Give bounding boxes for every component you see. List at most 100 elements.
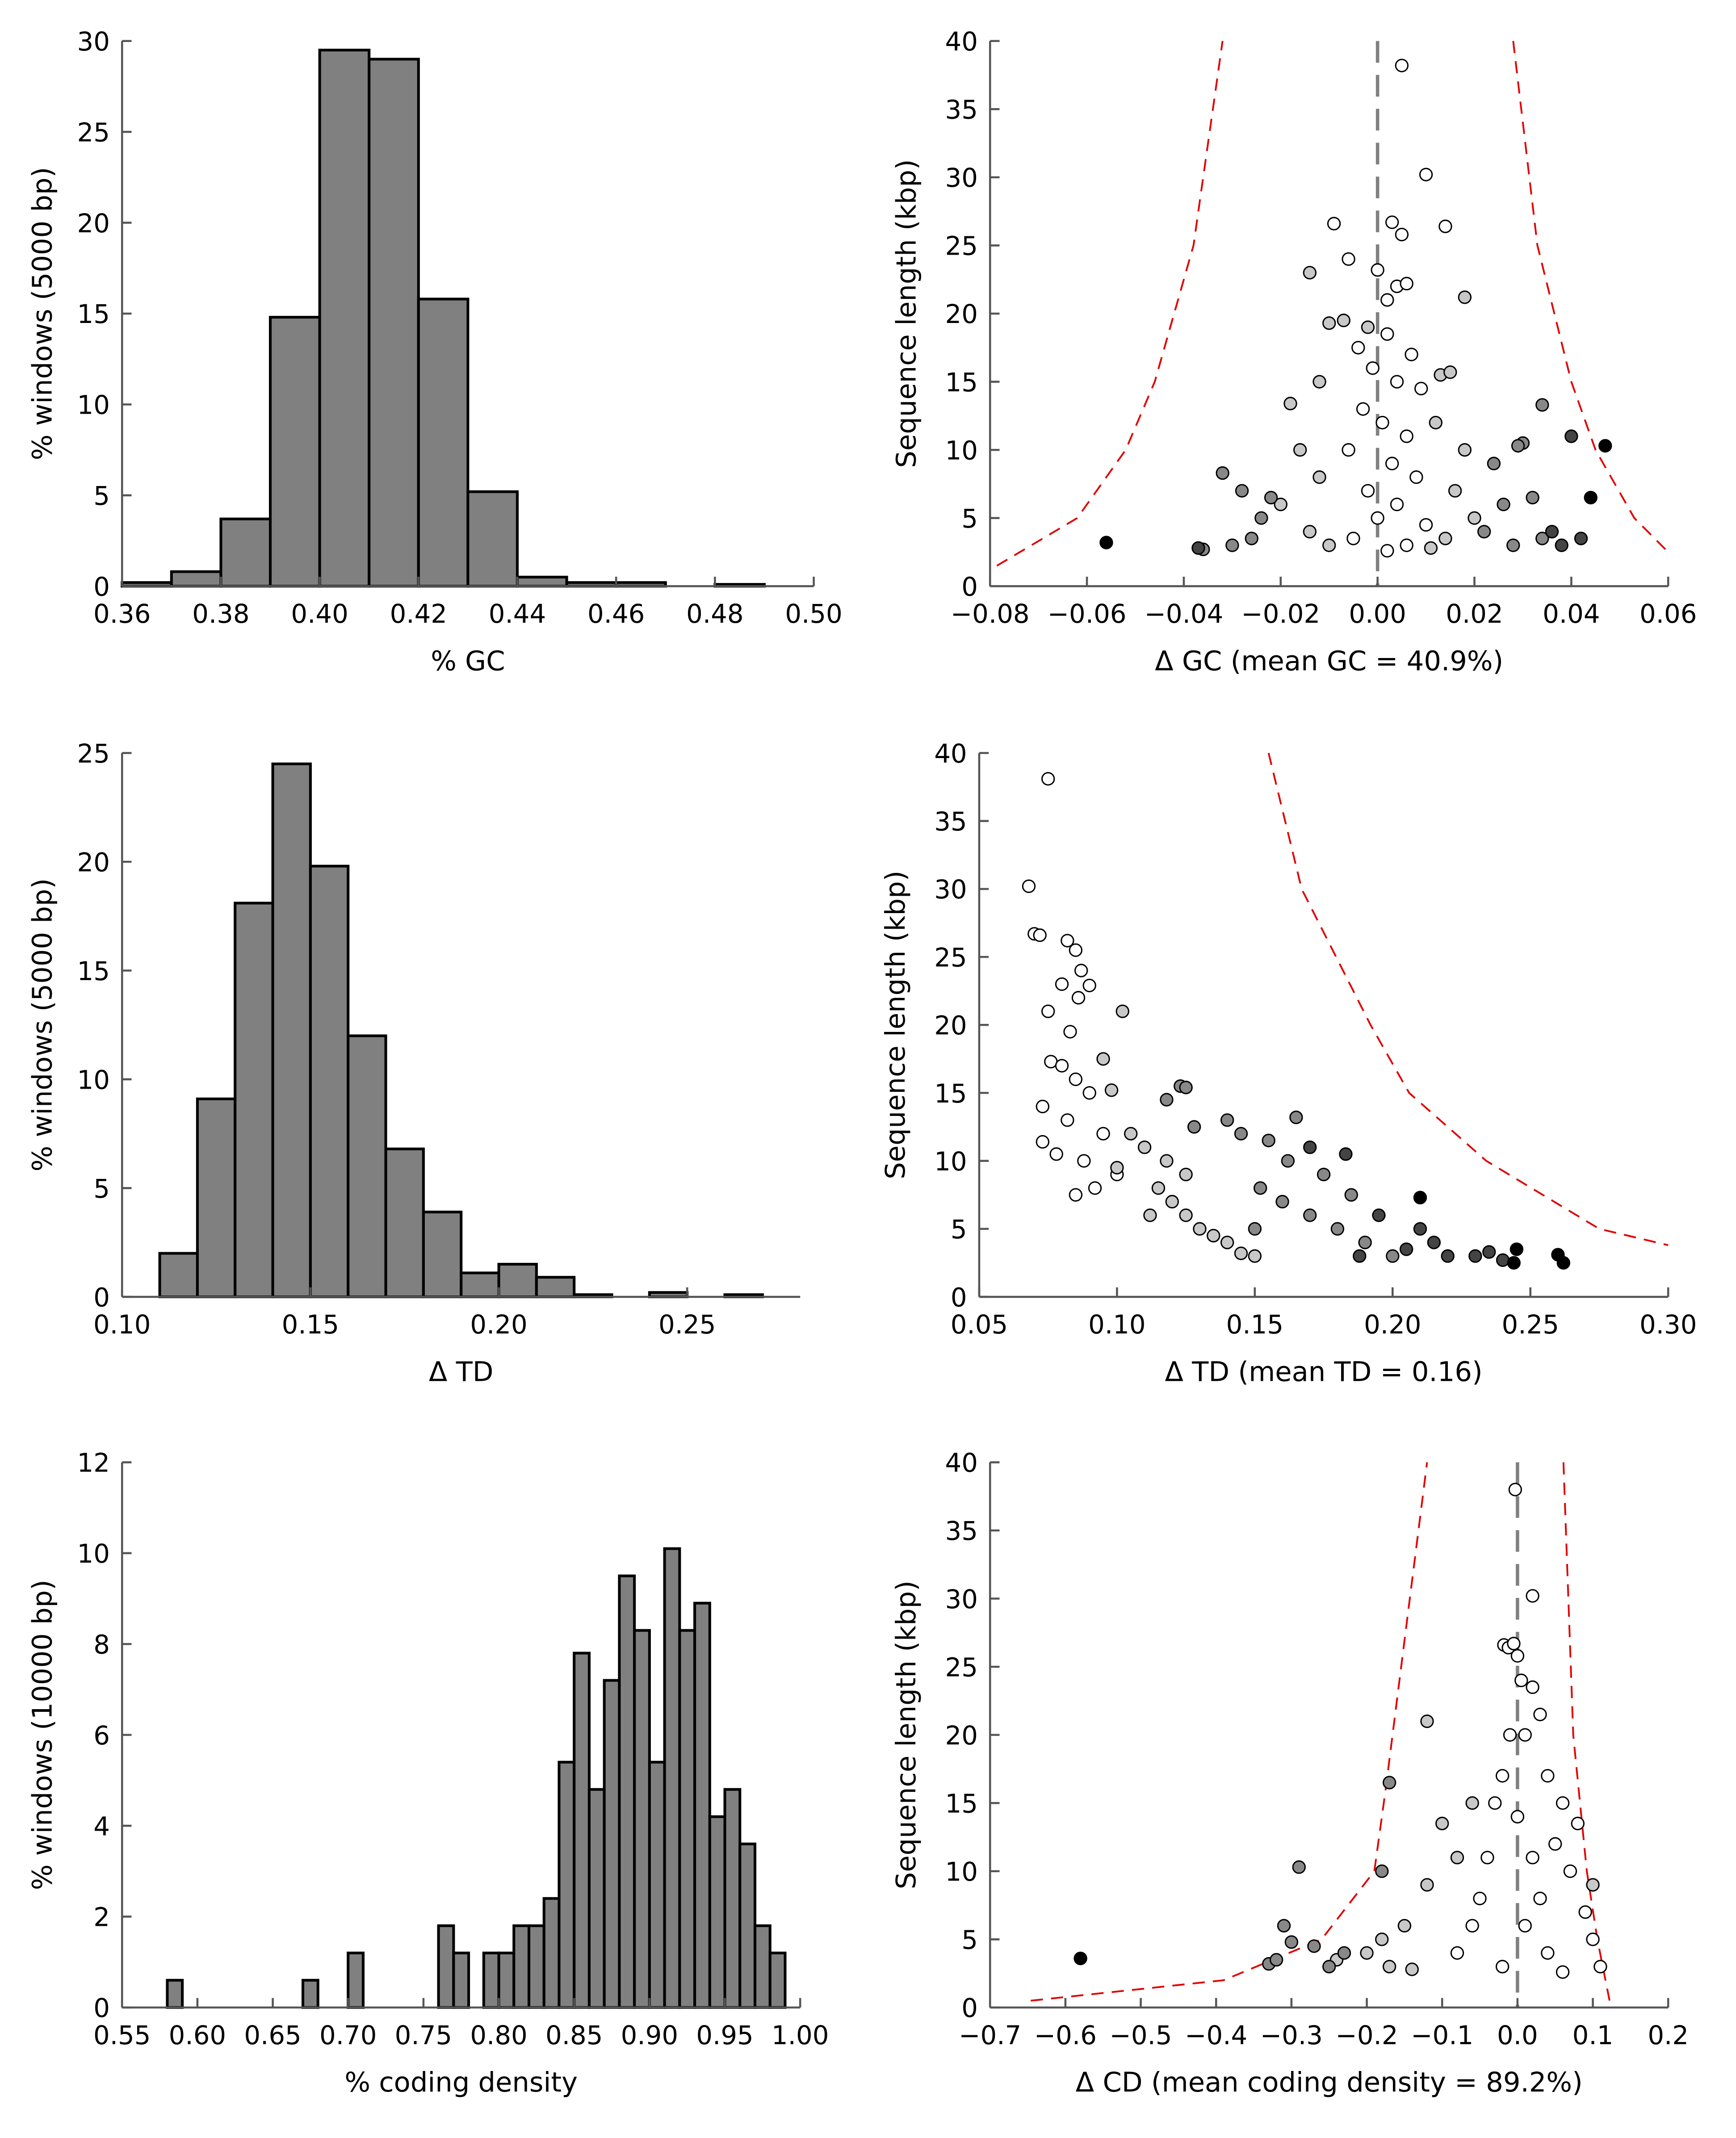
point [1312,470,1326,484]
point [1033,928,1047,942]
point [1385,457,1399,470]
bar [318,49,371,588]
x-tick-label: −0.06 [1048,599,1127,629]
point [1055,977,1069,991]
point [1082,1086,1096,1100]
point [1307,1939,1321,1953]
x-tick-label: 0.15 [1226,1309,1283,1340]
bar [542,1897,561,2009]
point [1424,541,1438,555]
point [1413,1222,1427,1236]
point [1507,1637,1521,1651]
x-tick-label: 0.65 [244,2020,301,2050]
x-tick-label: −0.7 [959,2020,1021,2050]
x-axis-label: Δ TD (mean TD = 0.16) [1165,1356,1482,1388]
point [1380,544,1394,558]
point [1526,1680,1539,1694]
x-tick-label: 0.46 [587,599,645,629]
x-tick-label: −0.3 [1260,2020,1323,2050]
point [1356,402,1370,416]
point [1473,1891,1487,1905]
point [1191,541,1205,555]
y-tick-label: 35 [945,95,978,125]
y-tick-label: 12 [77,1448,110,1478]
x-tick-label: 0.10 [93,1309,151,1340]
y-tick-label: 20 [77,847,110,877]
y-tick-label: 30 [945,163,978,193]
y-axis-label: Sequence length (kbp) [891,1580,922,1889]
point [1375,1933,1389,1946]
x-axis-label: % coding density [344,2067,578,2098]
x-tick-label: 0.1 [1572,2020,1614,2050]
y-axis-label: Sequence length (kbp) [891,159,922,468]
point [1342,252,1355,266]
point [1510,1242,1524,1256]
point [1115,1004,1129,1019]
point [1303,1208,1317,1222]
y-tick-label: 5 [961,503,978,534]
bar [497,1951,516,2009]
point [1511,439,1525,453]
point [1465,1796,1479,1810]
point [1419,518,1433,532]
bar [437,1924,455,2009]
point [1508,1483,1522,1497]
point [1574,532,1588,545]
x-tick-label: −0.2 [1336,2020,1398,2050]
bar [663,1547,681,2009]
point [1413,1191,1427,1205]
y-tick-label: 0 [93,1993,110,2023]
point [1400,277,1413,291]
y-tick-label: 40 [945,26,978,57]
point [1193,1222,1207,1236]
y-tick-label: 5 [93,481,110,511]
x-tick-label: 0.00 [1349,599,1406,629]
point [1450,1946,1464,1960]
y-tick-label: 25 [934,942,967,973]
point [1337,1946,1351,1960]
point [1506,538,1520,552]
point [1487,457,1501,470]
y-tick-label: 10 [77,390,110,420]
point [1179,1167,1193,1182]
point [1322,538,1336,552]
point [1099,536,1113,549]
x-axis-label: % GC [431,646,505,677]
point [1584,490,1598,505]
x-tick-label: 0.50 [785,599,842,629]
point [1235,484,1249,498]
x-axis-label: Δ GC (mean GC = 40.9%) [1155,646,1503,677]
point [1548,1837,1562,1851]
bar [466,490,519,588]
x-tick-label: 0.55 [93,2020,151,2050]
y-tick-label: 5 [951,1214,967,1245]
point [1303,1140,1317,1154]
point [1351,341,1365,355]
point [1220,1113,1234,1127]
point [1503,1728,1517,1742]
y-tick-label: 0 [93,1282,110,1312]
point [1375,1864,1389,1878]
x-tick-label: 0.95 [696,2020,753,2050]
point [1371,263,1384,277]
bar [368,58,420,588]
point [1234,1246,1248,1260]
point [1264,490,1278,505]
point [1179,1208,1193,1222]
point [1586,1933,1600,1946]
point [1346,532,1360,545]
x-tick-label: 0.20 [1364,1309,1421,1340]
x-tick-label: −0.02 [1241,599,1320,629]
point [1187,1120,1201,1134]
bar [708,1815,726,2009]
bar [527,1924,545,2009]
y-tick-label: 0 [93,571,110,602]
point [1137,1140,1152,1154]
point [1069,1188,1083,1202]
point [1427,1236,1441,1249]
point [1160,1154,1174,1168]
point [1216,466,1229,480]
bar [460,1271,500,1299]
bar [768,1951,787,2009]
